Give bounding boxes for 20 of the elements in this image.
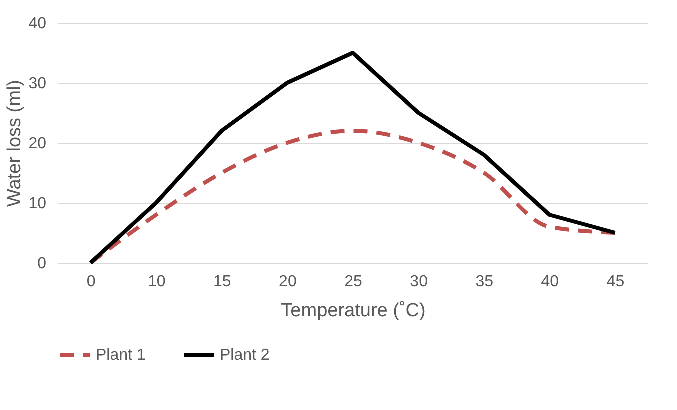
x-tick-label: 15 [213,274,232,290]
x-tick-label: 25 [344,274,362,290]
line-series [88,129,618,265]
x-axis-title: Temperature (˚C) [281,300,426,322]
line-series [88,51,618,265]
x-tick-label: 0 [86,274,96,290]
y-tick-label: 0 [38,256,47,272]
y-tick-label: 30 [28,76,47,92]
x-tick-label: 20 [279,274,297,290]
y-tick-label: 20 [28,136,47,152]
x-tick-label: 40 [541,274,560,290]
legend-label: Plant 2 [220,347,270,364]
y-tick-label: 40 [28,16,47,32]
x-tick-label: 45 [606,274,625,290]
y-tick-label: 10 [28,196,47,212]
legend-label: Plant 1 [96,347,146,364]
x-tick-label: 10 [148,274,166,290]
x-tick-label: 35 [476,274,494,290]
y-axis-title: Water loss (ml) [4,80,26,208]
x-tick-label: 30 [410,274,428,290]
